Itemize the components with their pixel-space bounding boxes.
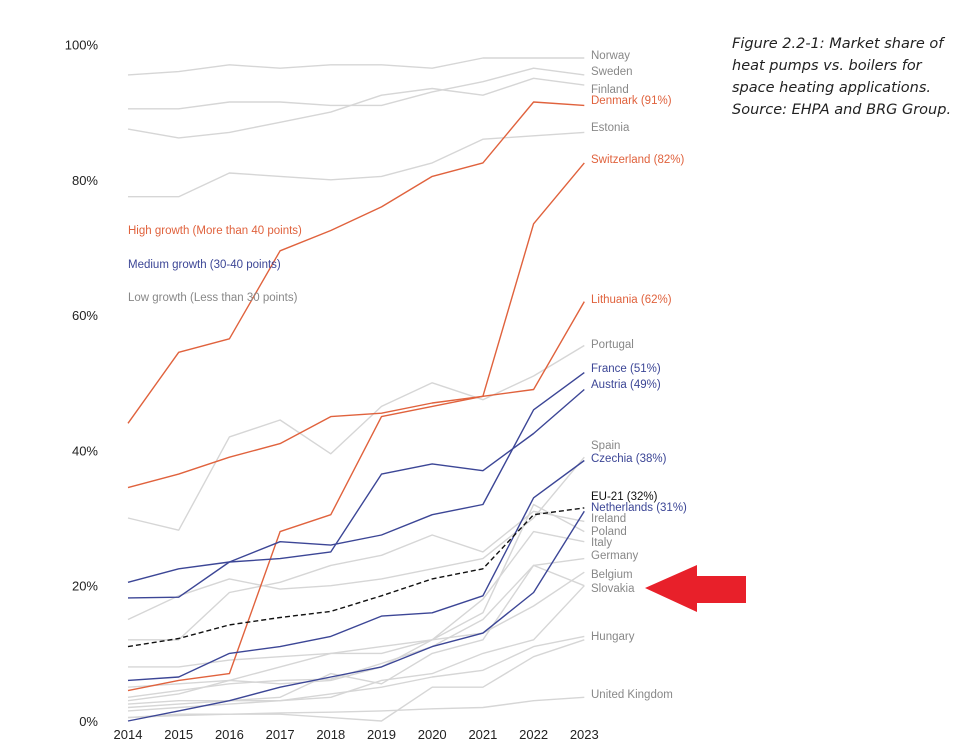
series-label-slovakia: Slovakia (591, 583, 635, 595)
series-label-france: France (51%) (591, 363, 661, 375)
series-line-austria (127, 388, 585, 599)
y-axis: 0% 20% 40% 60% 80% 100% (65, 38, 99, 730)
series-label-ireland: Ireland (591, 513, 626, 525)
series-line-netherlands (127, 510, 585, 722)
series-line-other-a (127, 639, 585, 722)
x-tick-label: 2014 (114, 727, 143, 742)
series-label-spain: Spain (591, 440, 620, 452)
series-label-switzerland: Switzerland (82%) (591, 154, 684, 166)
legend: High growth (More than 40 points) Medium… (128, 225, 302, 304)
y-tick-label: 100% (65, 38, 99, 53)
x-tick-label: 2015 (164, 727, 193, 742)
series-label-finland: Finland (591, 84, 629, 96)
series-line-france (127, 372, 585, 583)
y-tick-label: 40% (72, 443, 98, 458)
series-label-italy: Italy (591, 537, 612, 549)
x-tick-label: 2019 (367, 727, 396, 742)
series-label-czechia: Czechia (38%) (591, 453, 667, 465)
x-tick-label: 2018 (316, 727, 345, 742)
x-tick-label: 2020 (418, 727, 447, 742)
series-label-poland: Poland (591, 526, 627, 538)
series-label-denmark: Denmark (91%) (591, 95, 672, 107)
highlighted-series (127, 101, 585, 722)
series-line-spain (127, 456, 585, 621)
y-tick-label: 60% (72, 308, 98, 323)
series-line-other-b (127, 585, 585, 705)
series-line-ireland (128, 510, 585, 641)
x-tick-label: 2022 (519, 727, 548, 742)
series-label-hungary: Hungary (591, 631, 635, 643)
y-tick-label: 80% (72, 173, 98, 188)
series-line-sweden (128, 67, 585, 110)
series-line-denmark (127, 101, 585, 424)
y-tick-label: 0% (79, 714, 98, 729)
series-label-austria: Austria (49%) (591, 379, 661, 391)
series-line-estonia (128, 131, 585, 198)
red-arrow-icon (645, 565, 746, 612)
series-line-italy (127, 530, 585, 688)
series-line-germany (127, 557, 585, 698)
series-line-belgium (128, 571, 585, 668)
series-line-portugal (127, 344, 585, 531)
low-growth-series (127, 57, 585, 722)
series-label-netherlands: Netherlands (31%) (591, 502, 687, 514)
figure-caption: Figure 2.2-1: Market share of heat pumps… (732, 36, 952, 118)
series-line-czechia (127, 459, 585, 682)
series-label-norway: Norway (591, 50, 630, 62)
series-line-eu-21 (127, 507, 585, 648)
series-label-germany: Germany (591, 550, 639, 562)
x-tick-label: 2023 (570, 727, 599, 742)
y-tick-label: 20% (72, 579, 98, 594)
x-tick-label: 2021 (468, 727, 497, 742)
series-label-sweden: Sweden (591, 66, 633, 78)
series-label-estonia: Estonia (591, 122, 630, 134)
series-label-united-kingdom: United Kingdom (591, 689, 673, 701)
legend-medium-growth: Medium growth (30-40 points) (128, 259, 281, 271)
series-line-switzerland (127, 162, 585, 489)
series-line-slovakia (127, 564, 585, 709)
x-axis: 2014 2015 2016 2017 2018 2019 2020 2021 2022 2023 (114, 727, 599, 742)
legend-high-growth: High growth (More than 40 points) (128, 225, 302, 237)
x-tick-label: 2016 (215, 727, 244, 742)
series-label-belgium: Belgium (591, 569, 633, 581)
x-tick-label: 2017 (266, 727, 295, 742)
series-line-finland (127, 77, 585, 139)
series-label-lithuania: Lithuania (62%) (591, 294, 672, 306)
series-line-lithuania (127, 301, 585, 692)
legend-low-growth: Low growth (Less than 30 points) (128, 292, 298, 304)
series-label-portugal: Portugal (591, 339, 634, 351)
series-label-eu-21: EU-21 (32%) (591, 491, 658, 503)
series-line-norway (127, 57, 585, 76)
